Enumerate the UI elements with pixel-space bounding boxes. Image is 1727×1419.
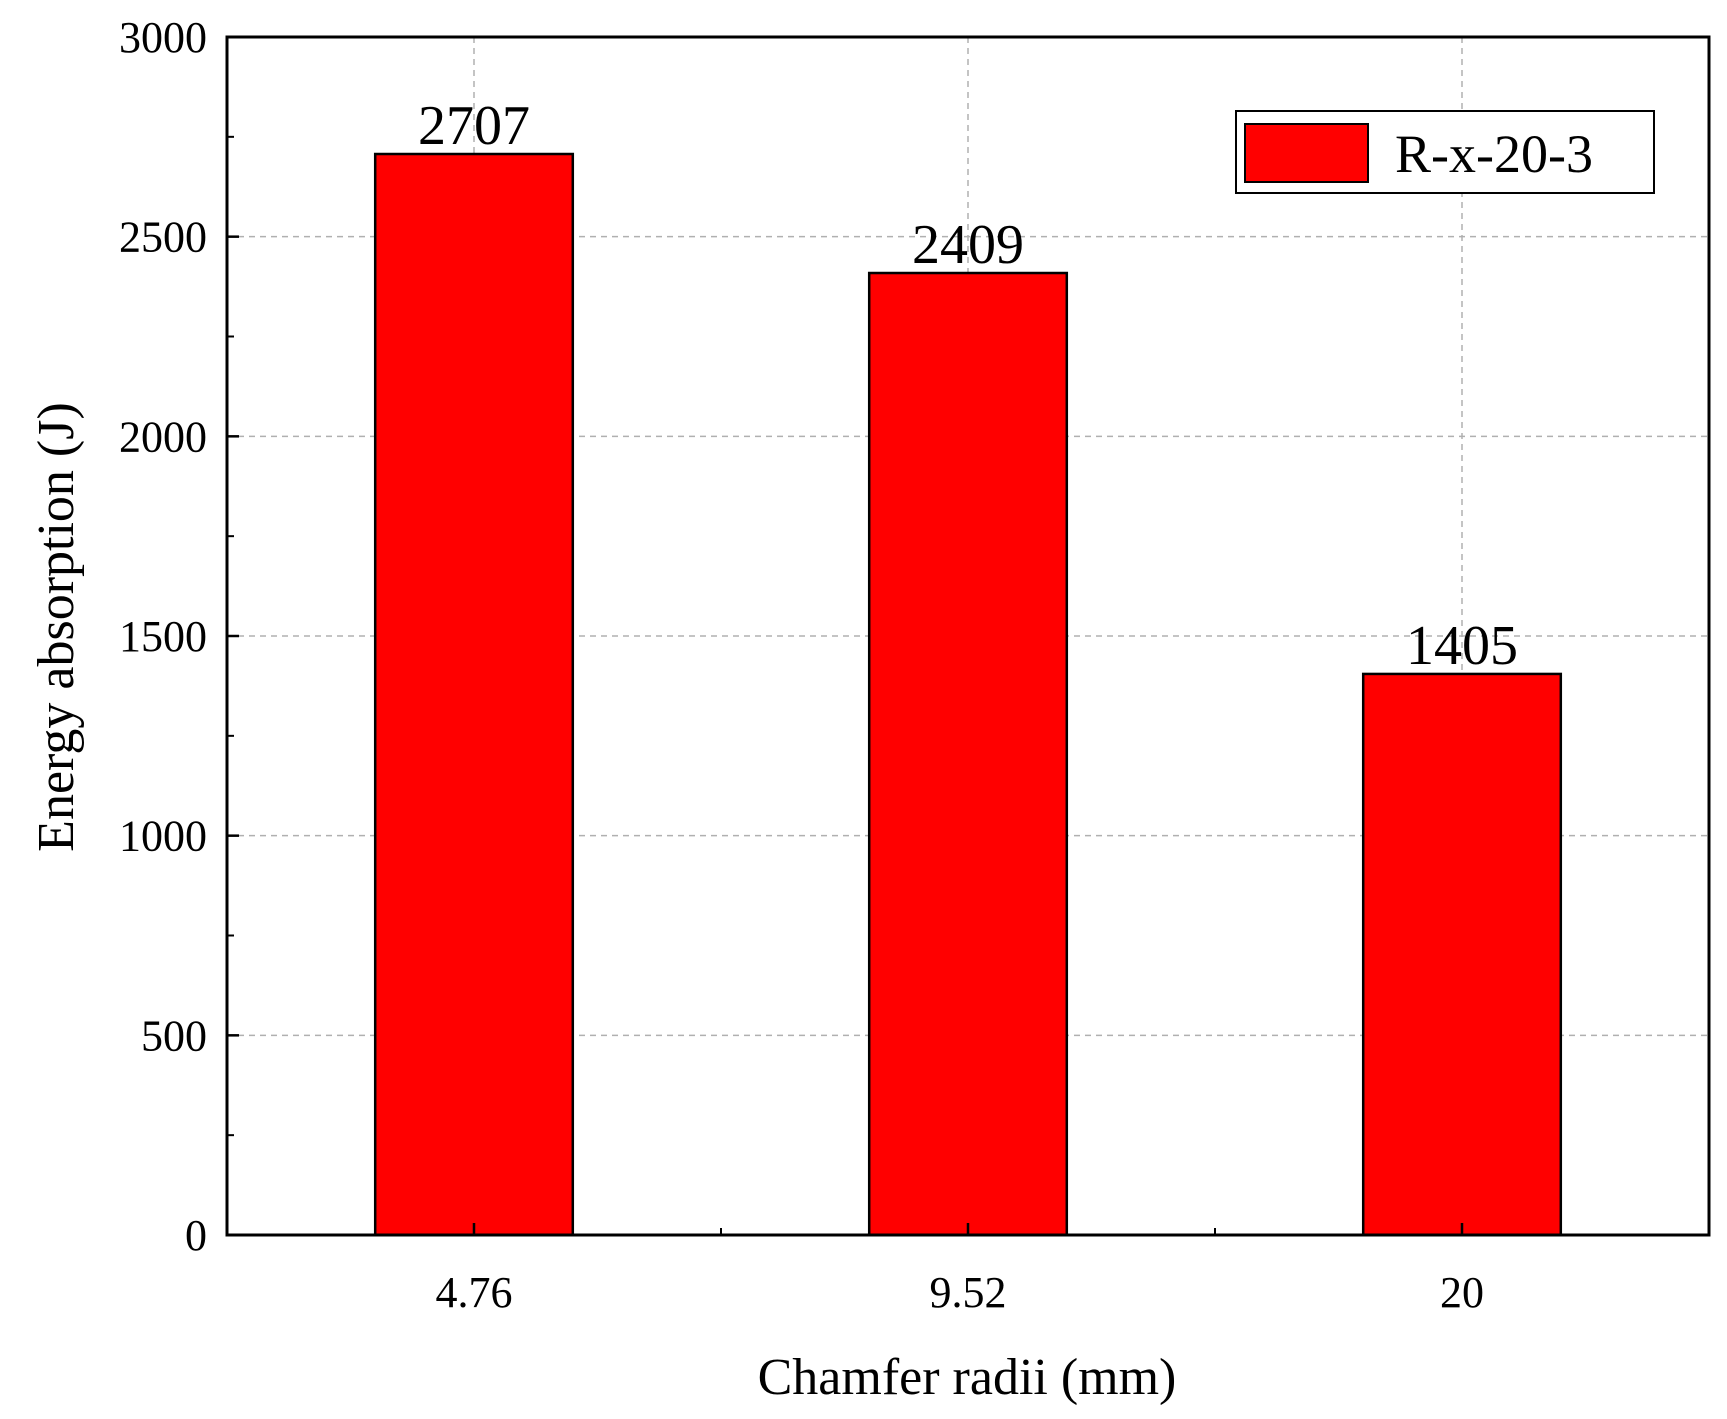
y-tick-label: 1000 <box>119 812 207 861</box>
bar-data-label: 2409 <box>912 214 1024 276</box>
x-tick-label: 4.76 <box>436 1268 513 1317</box>
bar <box>373 152 575 1237</box>
y-tick-label: 0 <box>185 1211 207 1260</box>
legend: R-x-20-3 <box>1235 110 1655 194</box>
bar <box>867 271 1069 1237</box>
y-tick-label: 1500 <box>119 612 207 661</box>
y-axis-title: Energy absorption (J) <box>28 402 85 852</box>
legend-swatch <box>1244 123 1369 183</box>
bars-layer <box>373 152 1563 1237</box>
axes-layer <box>225 35 1711 1237</box>
y-tick-label: 500 <box>141 1011 207 1060</box>
bar-data-label: 1405 <box>1406 615 1518 677</box>
y-tick-label: 2500 <box>119 213 207 262</box>
y-tick-label: 3000 <box>119 13 207 62</box>
bar-data-label: 2707 <box>418 95 530 157</box>
legend-label: R-x-20-3 <box>1395 124 1593 184</box>
bar <box>1361 672 1563 1237</box>
x-tick-label: 20 <box>1440 1268 1484 1317</box>
x-axis-title: Chamfer radii (mm) <box>758 1349 1177 1406</box>
x-tick-label: 9.52 <box>930 1268 1007 1317</box>
labels-layer: 2707 2409 1405 0 500 1000 1500 2000 2500 3000 4.76… <box>119 13 1518 1317</box>
y-tick-label: 2000 <box>119 412 207 461</box>
